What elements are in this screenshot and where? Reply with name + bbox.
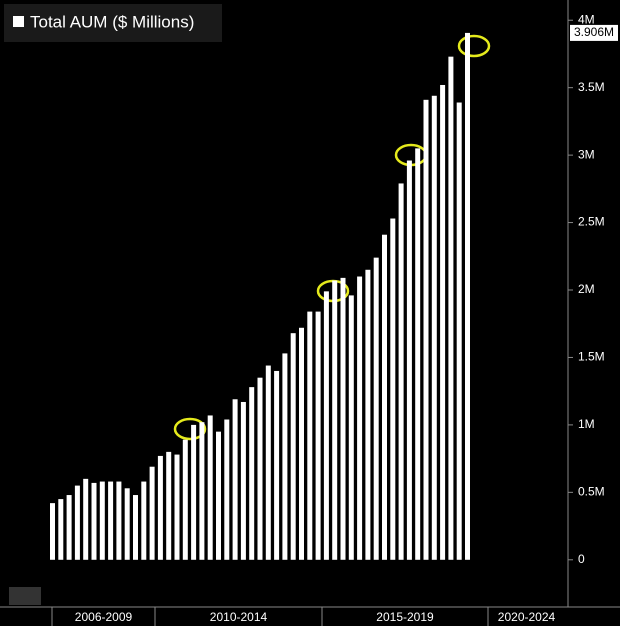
bar	[74, 485, 80, 560]
bar	[307, 311, 313, 560]
y-tick-label: 2M	[578, 282, 595, 296]
value-label-box	[570, 24, 618, 41]
bar	[91, 482, 97, 560]
x-group-label: 2006-2009	[75, 610, 133, 624]
bar	[99, 481, 105, 560]
bar	[207, 415, 213, 560]
bar	[116, 481, 122, 560]
bar	[398, 183, 404, 560]
highlight	[457, 34, 491, 58]
bar	[423, 99, 429, 560]
highlight	[173, 417, 207, 441]
bar	[323, 291, 329, 560]
value-label: 3.906M	[574, 25, 614, 39]
bar	[216, 431, 221, 560]
bar	[448, 56, 454, 560]
bar	[440, 84, 446, 560]
legend-swatch	[13, 16, 24, 27]
chart-icon[interactable]	[9, 587, 41, 605]
y-tick-label: 2.5M	[578, 215, 605, 229]
bar	[340, 277, 346, 560]
chart-title: Total AUM ($ Millions)	[30, 12, 194, 31]
bar	[431, 95, 437, 560]
bar	[357, 276, 363, 560]
bar	[141, 481, 147, 560]
bar	[465, 32, 470, 560]
bar	[299, 327, 304, 560]
bar	[50, 503, 55, 560]
bar	[149, 466, 155, 560]
bar	[83, 478, 89, 560]
bar	[282, 353, 288, 560]
bar	[249, 387, 255, 560]
bar	[274, 370, 280, 560]
bar	[199, 422, 205, 560]
bar	[224, 419, 230, 560]
y-tick-label: 1M	[578, 417, 595, 431]
bar	[191, 424, 197, 560]
bar	[315, 311, 321, 560]
bar	[348, 295, 354, 560]
bar	[257, 377, 263, 560]
y-tick-label: 0	[578, 552, 585, 566]
bar	[456, 102, 462, 560]
bar	[406, 160, 412, 560]
bar	[182, 439, 188, 560]
bar	[332, 280, 338, 560]
bar	[133, 495, 138, 560]
y-tick-label: 3M	[578, 147, 595, 161]
x-group-label: 2015-2019	[376, 610, 434, 624]
bar	[382, 234, 387, 560]
bar	[66, 495, 72, 560]
bar	[265, 365, 271, 560]
legend-box	[4, 4, 222, 42]
bar	[157, 455, 163, 560]
y-tick-label: 3.5M	[578, 80, 605, 94]
bar	[58, 499, 64, 560]
x-group-label: 2010-2014	[210, 610, 268, 624]
bar	[365, 269, 371, 560]
bar	[240, 401, 246, 560]
bar	[166, 451, 172, 560]
bar	[124, 488, 130, 560]
bar	[415, 148, 421, 560]
y-tick-label: 1.5M	[578, 350, 605, 364]
y-tick-label: 0.5M	[578, 485, 605, 499]
bar	[232, 399, 238, 560]
x-group-label: 2020-2024	[498, 610, 556, 624]
bar	[290, 333, 296, 560]
bar	[390, 218, 396, 560]
bar	[373, 257, 379, 560]
y-tick-label: 4M	[578, 12, 595, 26]
bar	[108, 481, 114, 560]
bar	[174, 454, 180, 560]
